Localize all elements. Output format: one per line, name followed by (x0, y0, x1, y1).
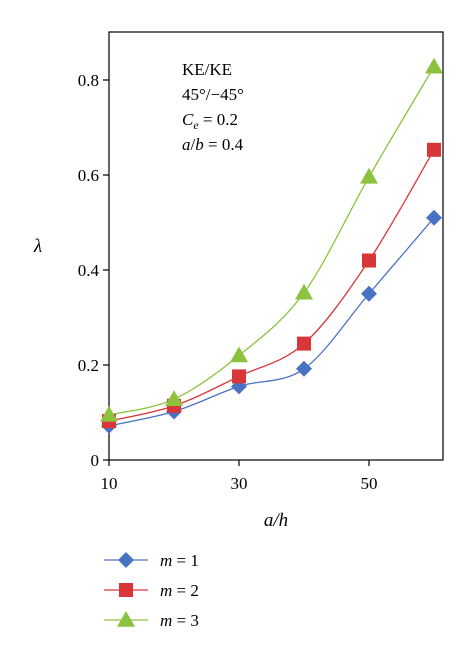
x-tick-label: 50 (361, 474, 378, 493)
data-point-m1 (361, 285, 377, 302)
legend-marker (118, 552, 134, 568)
legend-label: m = 3 (160, 611, 199, 630)
axis-ticks: 0 0.2 0.4 0.6 0.8 10 30 50 (78, 71, 378, 493)
series-line-m1 (108, 217, 435, 427)
y-tick-label: 0.8 (78, 71, 99, 90)
data-point-m3 (360, 167, 378, 184)
y-tick-label: 0.4 (78, 261, 100, 280)
series-markers (100, 57, 443, 434)
annotation-line-3: Ce = 0.2 (182, 110, 238, 132)
data-point-m3 (100, 405, 118, 422)
data-point-m2 (232, 369, 246, 384)
legend: m = 1 m = 2 m = 3 (104, 551, 199, 630)
y-tick-label: 0.6 (78, 166, 99, 185)
y-tick-label: 0 (91, 451, 100, 470)
data-point-m2 (362, 253, 376, 268)
data-point-m1 (426, 209, 442, 226)
data-point-m2 (297, 336, 311, 351)
legend-label: m = 1 (160, 551, 199, 570)
plot-frame (108, 31, 444, 461)
x-tick-label: 10 (101, 474, 118, 493)
series-lines (108, 66, 435, 427)
x-tick-label: 30 (231, 474, 248, 493)
x-axis-title: a/h (264, 510, 288, 531)
data-point-m3 (425, 57, 443, 74)
annotation-line-2: 45°/−45° (182, 85, 244, 104)
legend-label: m = 2 (160, 581, 199, 600)
legend-marker (117, 611, 135, 627)
legend-marker (119, 583, 133, 597)
annotation-line-4: a/b = 0.4 (182, 135, 244, 154)
annotation-line-1: KE/KE (182, 60, 232, 79)
y-tick-label: 0.2 (78, 356, 99, 375)
data-point-m2 (427, 142, 441, 157)
data-point-m1 (296, 360, 312, 377)
y-axis-title: λ (33, 236, 42, 257)
data-point-m3 (165, 390, 183, 406)
data-point-m3 (230, 346, 248, 363)
data-point-m3 (295, 283, 313, 300)
